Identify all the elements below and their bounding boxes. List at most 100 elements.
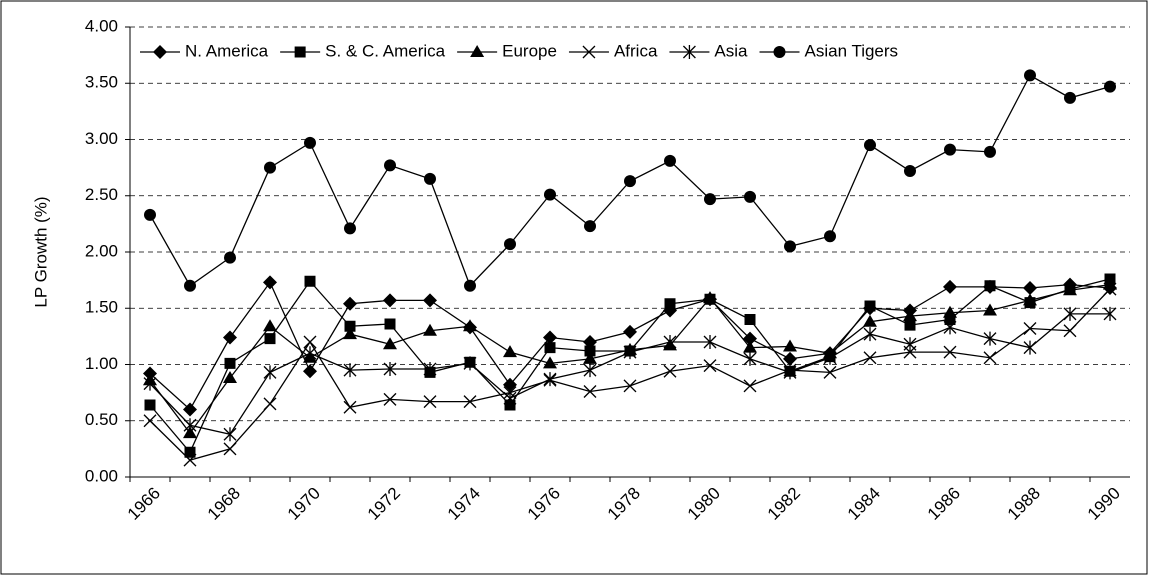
data-point (943, 279, 957, 294)
legend-marker (470, 45, 485, 57)
data-point (423, 323, 437, 336)
data-point (583, 351, 597, 364)
marker-stroke (1023, 322, 1037, 335)
data-point (743, 351, 757, 366)
data-point (743, 340, 757, 353)
data-point (743, 331, 757, 346)
marker-stroke (463, 395, 477, 409)
y-axis-label: LP Growth (%) (31, 196, 50, 307)
data-point (424, 172, 436, 185)
data-point (903, 309, 917, 322)
data-point (423, 293, 437, 308)
data-point (183, 418, 197, 433)
data-point (264, 333, 276, 345)
data-point (784, 240, 796, 253)
data-point (984, 145, 996, 158)
data-point (343, 296, 357, 311)
marker-stroke (1103, 282, 1117, 296)
data-point (863, 327, 877, 342)
data-point (184, 279, 196, 292)
legend-label: N. America (185, 41, 269, 60)
data-point (583, 385, 597, 398)
data-point (1103, 306, 1117, 321)
data-point (703, 359, 717, 373)
data-point (783, 339, 797, 352)
data-point (304, 275, 316, 287)
data-point (504, 238, 516, 251)
data-point (383, 293, 397, 308)
marker-stroke (943, 345, 957, 359)
data-point (383, 337, 397, 350)
data-point (343, 327, 357, 340)
y-tick-label: 2.00 (85, 241, 118, 260)
data-point (743, 379, 757, 393)
data-point (744, 190, 756, 203)
data-point (383, 362, 397, 376)
data-point (983, 303, 997, 316)
legend-label: Europe (502, 41, 557, 60)
marker-stroke (983, 351, 997, 365)
data-point (223, 427, 237, 442)
marker-stroke (183, 453, 197, 467)
data-point (223, 442, 237, 456)
legend-label: Asian Tigers (805, 41, 899, 60)
legend-label: Asia (714, 41, 748, 60)
data-point (1023, 293, 1037, 306)
marker-stroke (143, 414, 157, 428)
data-point (623, 345, 637, 360)
marker-stroke (623, 379, 637, 393)
data-point (183, 453, 197, 467)
marker-stroke (343, 400, 357, 414)
data-point (263, 365, 277, 380)
legend-marker (153, 45, 167, 59)
data-point (704, 193, 716, 206)
data-point (823, 365, 837, 379)
data-point (1023, 322, 1037, 335)
data-point (1103, 277, 1117, 290)
data-point (943, 305, 957, 318)
data-point (343, 363, 357, 378)
data-point (863, 314, 877, 327)
legend: N. America S. & C. America Europe Africa Asi… (134, 38, 905, 66)
y-tick-label: 1.50 (85, 298, 118, 317)
data-point (664, 298, 676, 310)
data-point (463, 395, 477, 409)
data-point (303, 335, 317, 349)
marker-stroke (582, 45, 596, 59)
data-point (583, 363, 597, 378)
data-point (263, 319, 277, 332)
data-point (984, 280, 996, 292)
data-point (224, 251, 236, 264)
data-point (143, 414, 157, 428)
data-point (584, 345, 596, 357)
data-point (144, 208, 156, 221)
y-tick-label: 3.00 (85, 129, 118, 148)
data-point (464, 279, 476, 292)
data-point (1063, 306, 1077, 321)
data-point (263, 275, 277, 290)
data-point (223, 330, 237, 345)
data-point (343, 400, 357, 414)
data-point (624, 175, 636, 188)
y-tick-label: 0.00 (85, 466, 118, 485)
marker-stroke (303, 335, 317, 349)
data-point (1064, 91, 1076, 104)
legend-marker (682, 45, 696, 59)
data-point (623, 324, 637, 339)
data-point (143, 376, 157, 391)
data-point (423, 395, 437, 409)
data-point (344, 222, 356, 235)
data-point (384, 159, 396, 172)
data-point (1103, 282, 1117, 296)
data-point (904, 165, 916, 177)
data-point (1023, 281, 1037, 295)
data-point (664, 154, 676, 167)
marker-stroke (263, 397, 277, 411)
legend-label: S. & C. America (325, 41, 446, 60)
marker-stroke (703, 359, 717, 373)
data-point (423, 362, 437, 376)
data-point (224, 357, 236, 369)
data-point (544, 188, 556, 201)
data-point (823, 350, 837, 365)
